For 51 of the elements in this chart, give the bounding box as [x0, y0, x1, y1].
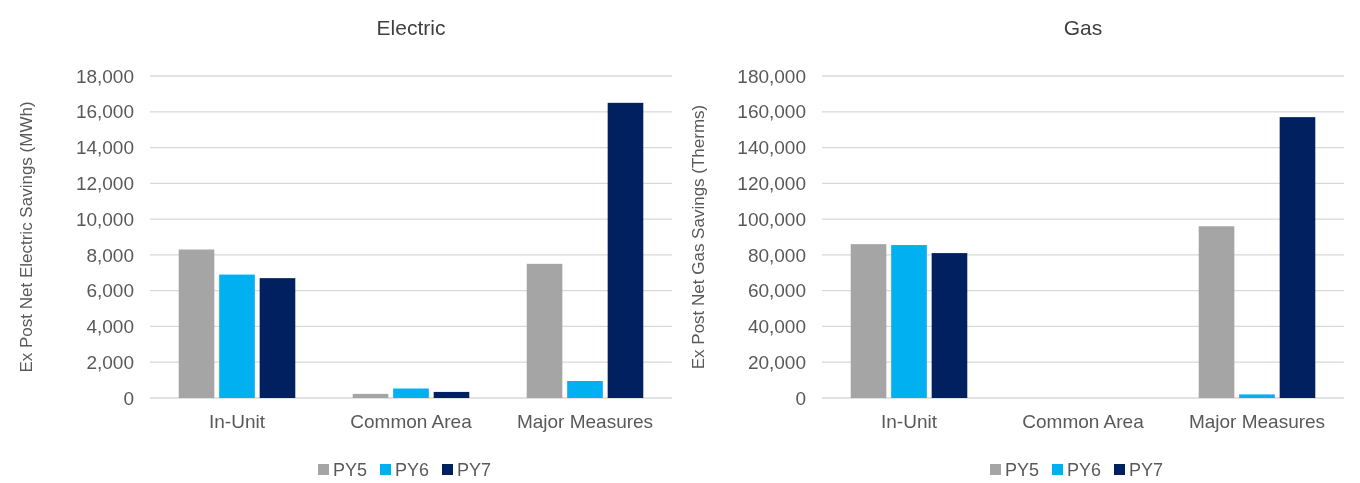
y-tick-label: 100,000 — [737, 208, 806, 230]
y-tick-label: 16,000 — [75, 101, 134, 123]
bar — [352, 393, 389, 398]
y-tick-label: 140,000 — [737, 137, 806, 159]
x-tick-label: In-Unit — [209, 411, 266, 432]
x-tick-label: Common Area — [1022, 411, 1145, 432]
bar — [891, 245, 927, 398]
bar — [393, 388, 429, 398]
y-tick-label: 80,000 — [747, 244, 806, 266]
y-tick-label: 0 — [795, 387, 806, 409]
y-axis-title: Ex Post Net Gas Savings (Therms) — [689, 104, 708, 370]
bar — [607, 102, 644, 398]
bar — [259, 278, 296, 398]
y-tick-label: 10,000 — [75, 208, 134, 230]
x-tick-label: Common Area — [350, 411, 473, 432]
y-tick-label: 18,000 — [75, 65, 134, 87]
bar — [433, 391, 470, 398]
y-axis-title: Ex Post Net Electric Savings (MWh) — [17, 101, 36, 373]
bar — [850, 244, 887, 398]
legend-label: PY5 — [1005, 460, 1040, 481]
legend-label: PY5 — [333, 460, 368, 481]
x-tick-label: Major Measures — [1188, 411, 1326, 432]
y-tick-label: 14,000 — [75, 137, 134, 159]
bar — [567, 381, 603, 398]
y-tick-label: 20,000 — [747, 351, 806, 373]
y-tick-label: 8,000 — [86, 244, 134, 266]
bar — [178, 249, 215, 398]
chart-title: Electric — [376, 16, 446, 39]
legend-label: PY7 — [1129, 460, 1164, 481]
y-tick-label: 60,000 — [747, 280, 806, 302]
y-tick-label: 120,000 — [737, 172, 806, 194]
x-tick-label: Major Measures — [516, 411, 654, 432]
bar — [1239, 394, 1275, 398]
legend-label: PY7 — [457, 460, 492, 481]
y-tick-label: 6,000 — [86, 280, 134, 302]
bar — [1279, 117, 1316, 398]
y-tick-label: 12,000 — [75, 172, 134, 194]
chart-title: Gas — [1063, 16, 1103, 39]
bar — [526, 263, 563, 398]
bar — [1198, 226, 1235, 398]
y-tick-label: 160,000 — [737, 101, 806, 123]
y-tick-label: 0 — [123, 387, 134, 409]
y-tick-label: 4,000 — [86, 316, 134, 338]
bar — [219, 274, 255, 398]
y-tick-label: 40,000 — [747, 316, 806, 338]
legend-label: PY6 — [395, 460, 430, 481]
y-tick-label: 180,000 — [737, 65, 806, 87]
legend-label: PY6 — [1067, 460, 1102, 481]
y-tick-label: 2,000 — [86, 351, 134, 373]
x-tick-label: In-Unit — [881, 411, 938, 432]
bar — [931, 253, 968, 398]
